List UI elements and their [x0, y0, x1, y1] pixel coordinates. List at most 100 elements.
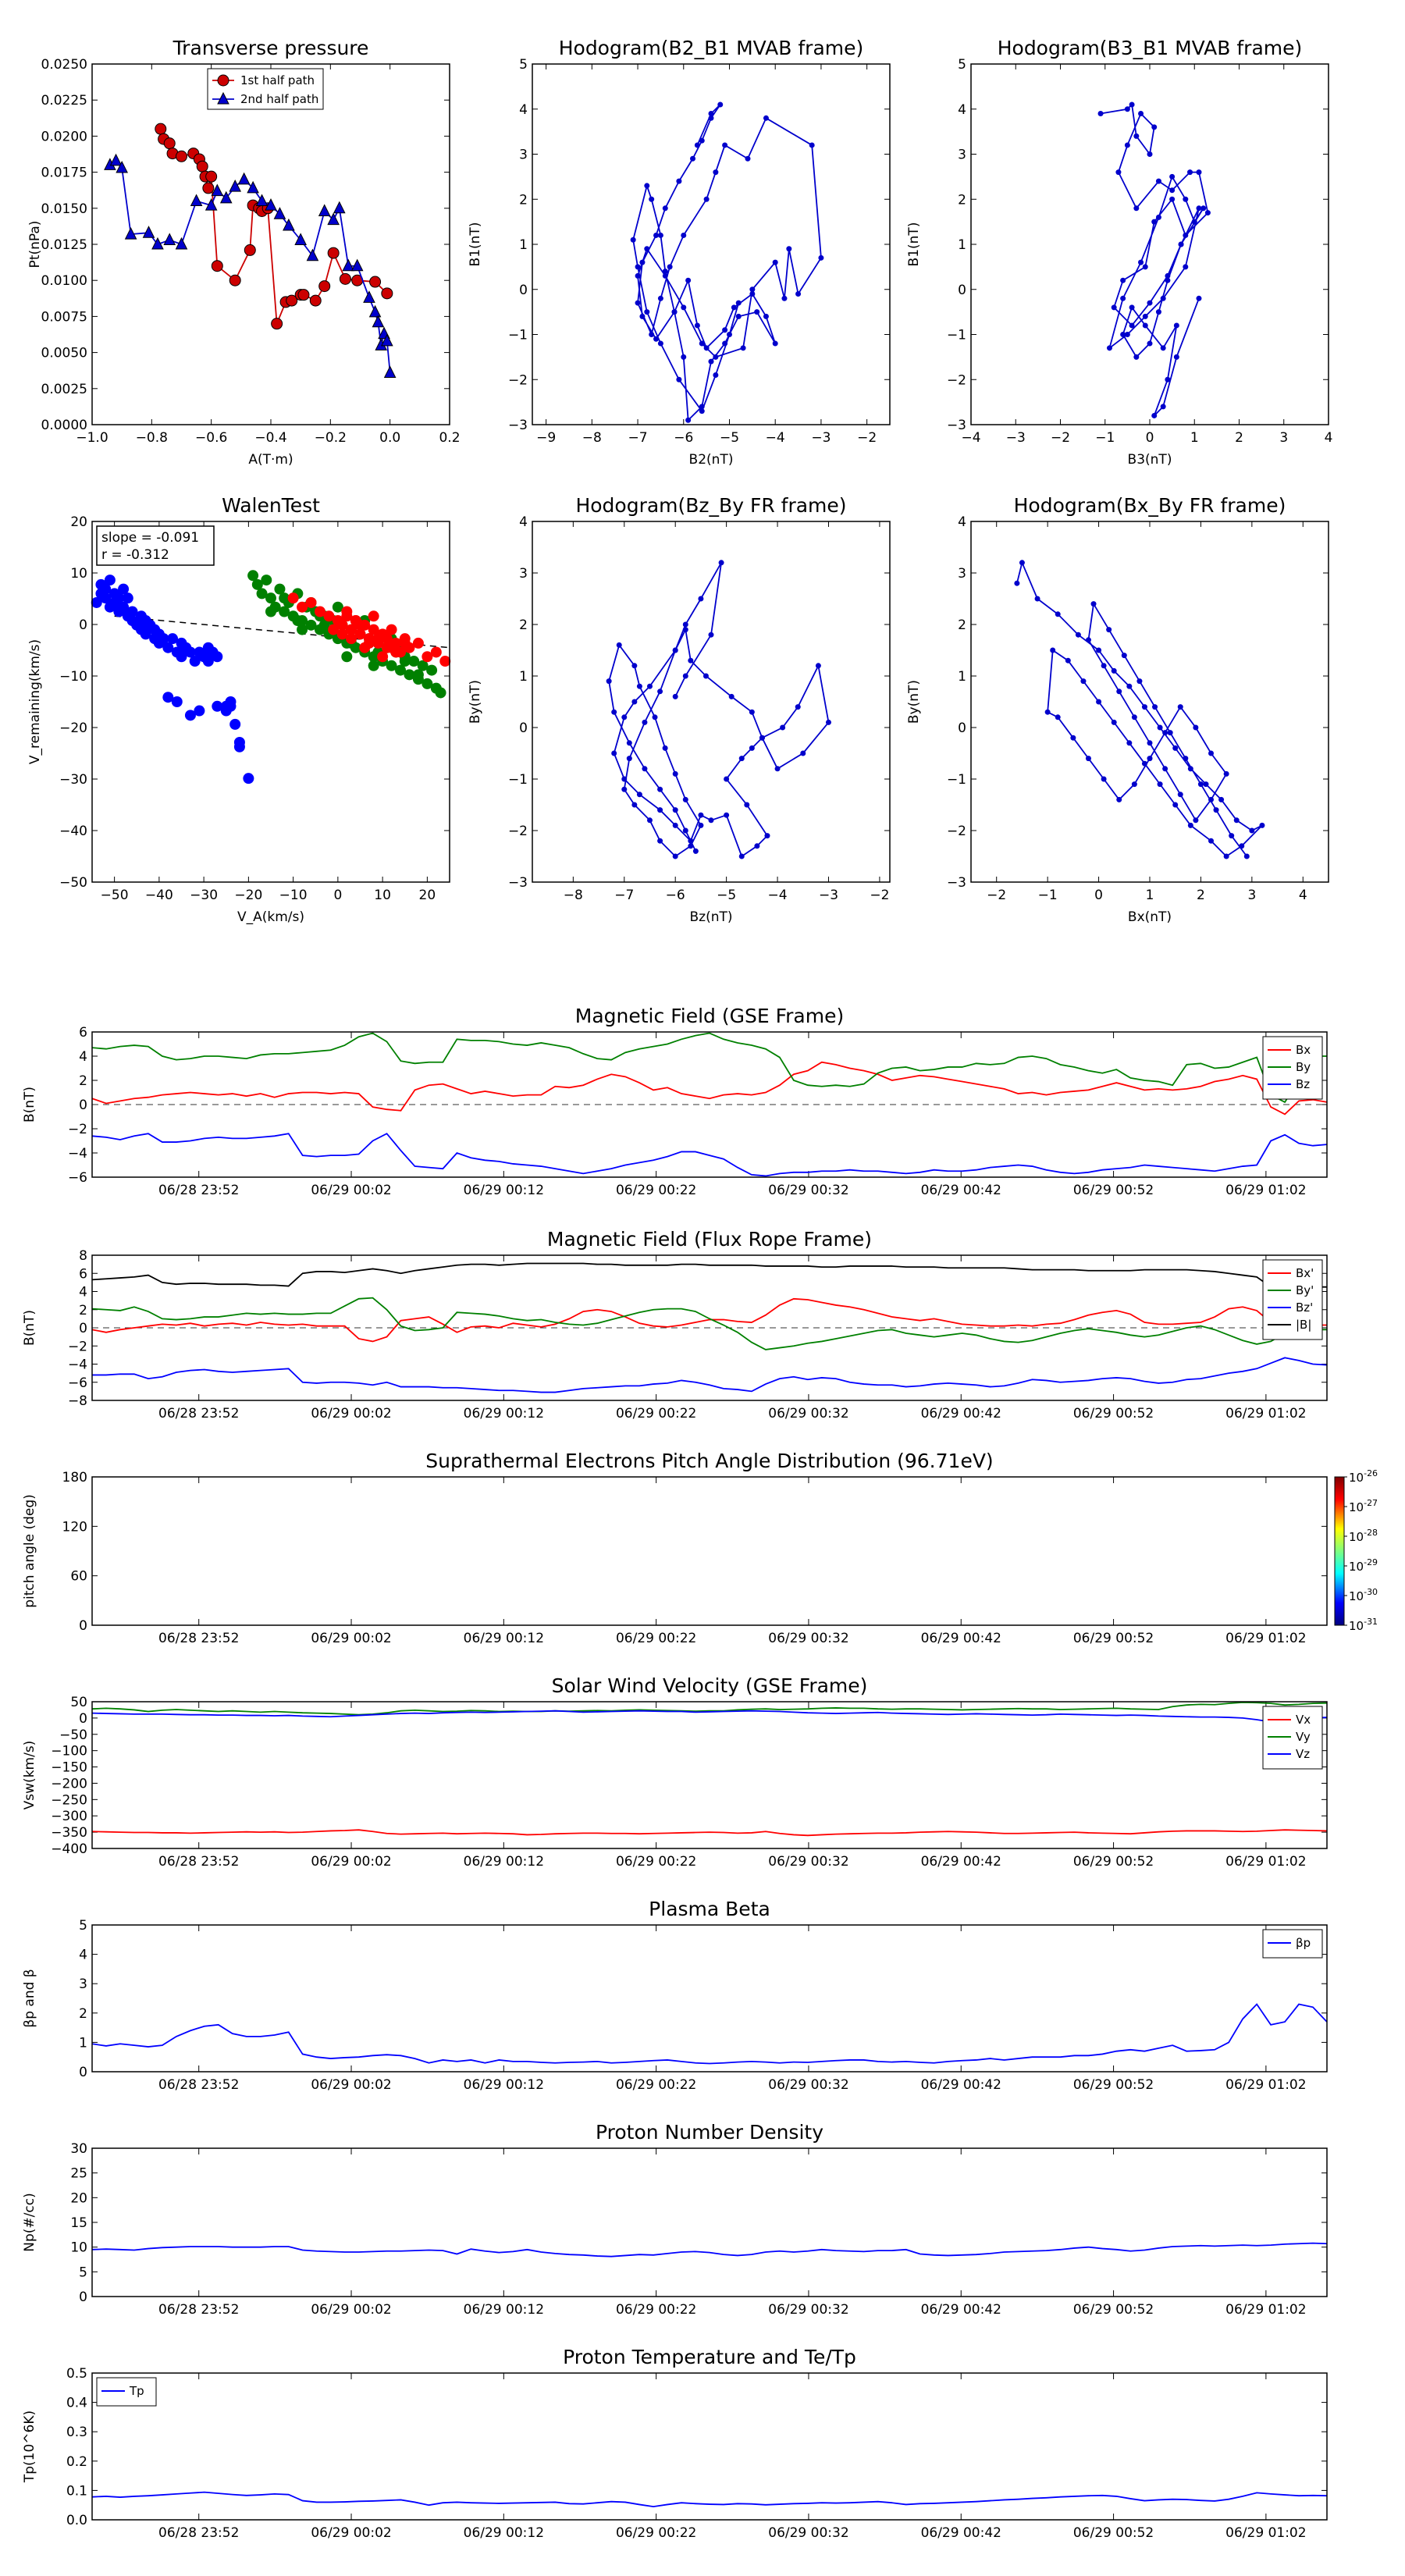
data-point	[621, 714, 628, 720]
x-tick-label: −1	[1038, 888, 1058, 903]
data-point	[644, 309, 650, 315]
x-tick-label: 06/29 00:02	[311, 1183, 391, 1198]
data-point	[724, 776, 730, 782]
data-point	[1259, 822, 1265, 828]
y-tick-label: 1	[958, 237, 966, 253]
data-point	[430, 646, 442, 658]
data-point	[740, 345, 746, 351]
data-point	[636, 792, 642, 798]
data-point	[328, 624, 340, 635]
data-point	[1142, 313, 1148, 319]
x-tick-label: 06/28 23:52	[158, 2302, 239, 2318]
data-point	[626, 740, 632, 746]
y-axis-label: Vsw(km/s)	[22, 1741, 37, 1810]
y-tick-label: 120	[62, 1519, 87, 1535]
data-point	[194, 705, 205, 717]
data-point	[372, 315, 385, 328]
data-point	[265, 197, 277, 211]
data-point	[287, 592, 299, 604]
data-point	[1096, 699, 1102, 705]
x-tick-label: 06/29 00:12	[464, 1183, 544, 1198]
x-tick-label: 06/29 00:42	[921, 1631, 1001, 1646]
data-point	[309, 294, 322, 307]
legend-label: βp	[1296, 1936, 1311, 1950]
y-tick-label: 0.2	[66, 2454, 87, 2470]
data-point	[653, 232, 660, 238]
data-point	[1142, 322, 1148, 329]
series-line-Vz	[91, 1710, 1328, 1723]
y-tick-label: 3	[958, 148, 966, 163]
data-point	[825, 719, 831, 725]
data-point	[1173, 322, 1179, 329]
data-point	[631, 699, 638, 705]
x-tick-label: 06/29 00:32	[768, 1631, 848, 1646]
x-tick-label: −10	[279, 888, 308, 903]
x-tick-label: 06/29 00:42	[921, 1183, 1001, 1198]
data-point	[1129, 101, 1135, 108]
data-point	[116, 160, 128, 173]
data-point	[713, 372, 719, 378]
data-point	[671, 309, 678, 315]
series-line	[608, 562, 830, 858]
data-point	[1155, 309, 1161, 315]
data-point	[1129, 322, 1135, 329]
data-point	[318, 204, 331, 216]
legend-marker	[217, 74, 229, 87]
panel-proton-temperature: Proton Temperature and Te/Tp 06/28 23:52 0…	[22, 2346, 1328, 2541]
data-point	[1208, 796, 1215, 802]
data-point	[738, 853, 745, 859]
x-tick-label: 06/29 01:02	[1225, 2525, 1306, 2541]
data-point	[731, 304, 737, 311]
colorbar-label-exponent: -31	[1364, 1617, 1378, 1627]
data-point	[703, 196, 710, 202]
y-tick-label: 6	[79, 1266, 87, 1282]
x-tick-label: 06/29 00:42	[921, 2302, 1001, 2318]
y-tick-label: −6	[68, 1170, 87, 1186]
y-tick-label: −200	[51, 1776, 87, 1791]
colorbar-label-exponent: -28	[1364, 1528, 1378, 1538]
series-line	[1016, 560, 1263, 858]
data-point	[1165, 277, 1171, 283]
y-tick-label: 0	[79, 2290, 87, 2305]
data-point	[205, 170, 218, 183]
y-tick-label: −4	[68, 1146, 87, 1162]
y-tick-label: 1	[519, 669, 528, 685]
y-tick-label: 0.0250	[41, 57, 87, 73]
y-tick-label: 1	[958, 669, 966, 685]
x-tick-label: −5	[720, 430, 739, 446]
data-point	[692, 848, 699, 854]
data-point	[412, 637, 424, 649]
chart-title: Hodogram(B3_B1 MVAB frame)	[998, 37, 1303, 59]
data-point	[305, 596, 317, 608]
data-point	[1147, 151, 1153, 157]
data-point	[682, 673, 688, 679]
y-tick-label: −1	[508, 328, 528, 343]
x-axis-label: B2(nT)	[689, 452, 734, 468]
y-tick-label: −20	[59, 720, 87, 736]
data-point	[657, 295, 663, 301]
panel-magnetic-field-gse: Magnetic Field (GSE Frame) 06/28 23:52 06/…	[22, 1005, 1328, 1198]
data-point	[780, 724, 786, 731]
data-point	[749, 291, 756, 297]
data-point	[1138, 259, 1144, 265]
x-tick-label: 06/29 00:42	[921, 1406, 1001, 1421]
data-point	[1111, 719, 1117, 725]
x-tick-label: −0.8	[136, 430, 168, 446]
data-point	[327, 247, 340, 259]
data-point	[297, 289, 310, 301]
y-tick-label: 2	[958, 192, 966, 208]
x-tick-label: 4	[1299, 888, 1307, 903]
data-point	[1213, 807, 1219, 813]
data-point	[708, 115, 714, 121]
x-tick-label: 06/29 00:02	[311, 1631, 391, 1646]
data-point	[1169, 173, 1176, 180]
y-tick-label: 8	[79, 1248, 87, 1264]
data-point	[184, 710, 196, 721]
x-tick-label: 06/28 23:52	[158, 2525, 239, 2541]
y-tick-label: −6	[68, 1375, 87, 1391]
y-tick-label: 3	[519, 148, 528, 163]
data-point	[635, 264, 641, 270]
data-point	[703, 345, 710, 351]
data-point	[306, 248, 319, 262]
y-tick-label: 50	[70, 1695, 87, 1710]
